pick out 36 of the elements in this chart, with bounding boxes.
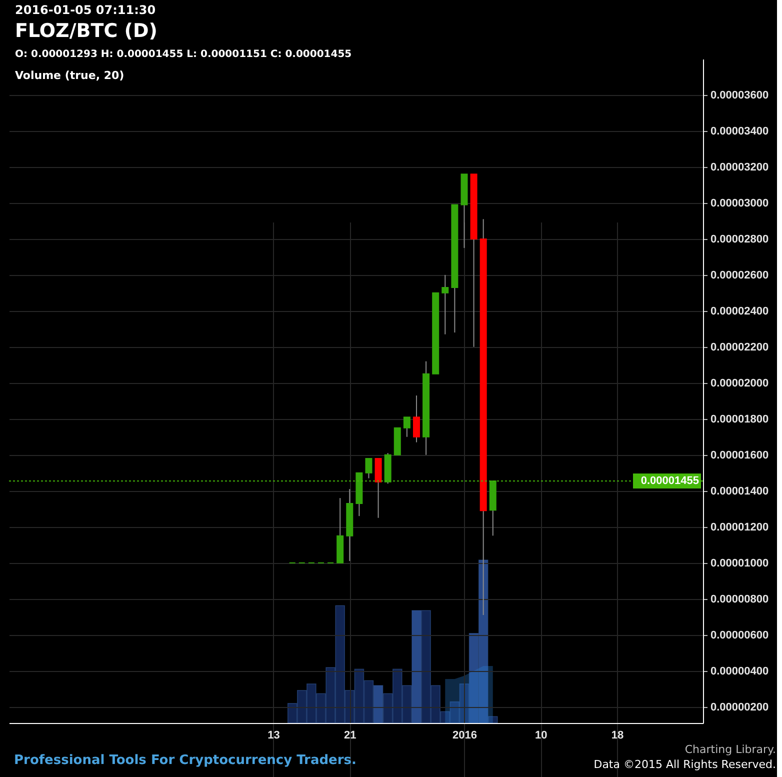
y-tick-label: 0.00001000	[710, 557, 769, 570]
text: Data ©2015 All Rights Reserved.	[594, 758, 776, 771]
chart-title: FLOZ/BTC (D)	[15, 20, 158, 42]
candlestick	[365, 458, 372, 479]
y-tick-label: 0.00002000	[710, 377, 769, 390]
y-tick-label: 0.00002600	[710, 269, 769, 282]
x-tick-label: 10	[535, 730, 548, 742]
y-tick-label: 0.00003200	[710, 161, 769, 174]
y-tick-label: 0.00000400	[710, 665, 769, 678]
chart-title: Volume (true, 20)	[15, 69, 124, 82]
ref-line-label: 0.00001455	[640, 474, 699, 487]
text: Professional Tools For Cryptocurrency Traders.	[14, 753, 356, 768]
y-tick-label: 0.00003600	[710, 89, 769, 102]
candlestick	[374, 458, 382, 518]
y-tick-label: 0.00003400	[710, 125, 769, 138]
y-tick-label: 0.00001400	[710, 485, 769, 498]
x-tick-label: 13	[268, 730, 280, 742]
y-tick-label: 0.00001800	[710, 413, 769, 426]
y-tick-label: 0.00000200	[710, 701, 769, 714]
y-tick-label: 0.00003000	[710, 197, 769, 210]
y-tick-label: 0.00001200	[710, 521, 769, 534]
candlestick	[403, 416, 410, 438]
x-tick-label: 2016	[452, 730, 477, 742]
y-tick-label: 0.00000600	[710, 629, 769, 642]
text: Charting Library.	[684, 743, 776, 756]
x-tick-label: 18	[611, 730, 624, 742]
y-tick-label: 0.00002800	[710, 233, 769, 246]
y-tick-label: 0.00002400	[710, 305, 769, 318]
candlestick	[412, 395, 420, 443]
y-tick-label: 0.00002200	[710, 341, 769, 354]
y-tick-label: 0.00001600	[710, 449, 769, 462]
x-tick-label: 21	[344, 730, 356, 742]
candlestick	[442, 274, 449, 335]
text: 2016-01-05 07:11:30	[15, 3, 156, 17]
y-tick-label: 0.00000800	[710, 593, 769, 606]
chart-subtitle: O: 0.00001293 H: 0.00001455 L: 0.00001151 C: 0.00001455	[15, 49, 352, 60]
